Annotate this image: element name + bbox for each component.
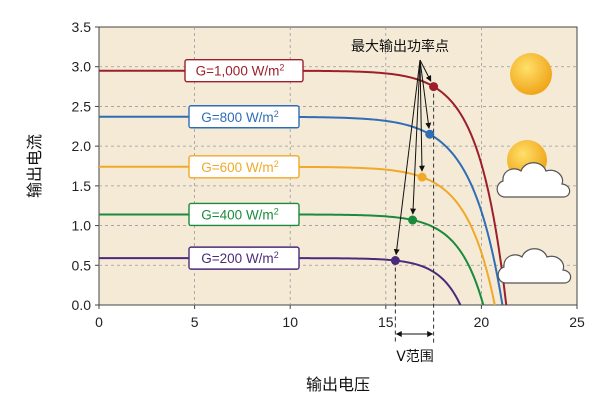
series-labels: G=1,000 W/m2G=800 W/m2G=600 W/m2G=400 W/… [184,58,304,270]
series-label-sup: 2 [274,159,279,169]
mpp-point [425,129,435,139]
mpp-arrow [419,59,432,129]
cloud-icon [497,248,572,284]
x-axis-title: 输出电压 [306,375,370,394]
mpp-arrows [393,59,432,256]
y-tick-label: 0.5 [72,257,92,273]
mpp-annotation: 最大输出功率点 [351,38,449,55]
axis-ticks: 0 5 10 15 20 25 0.0 0.5 1.0 1.5 2.0 2.5 3.0 3.5 [72,19,585,330]
y-tick-label: 2.5 [72,98,92,114]
series-label-main: G=1,000 W/m [196,64,280,79]
mpp-arrow [410,59,421,215]
x-tick-label: 0 [95,314,103,330]
x-tick-label: 10 [282,314,298,330]
y-tick-label: 2.0 [72,138,92,154]
v-range-label: V范围 [396,348,434,365]
mpp-points [390,82,439,266]
series-label-box [188,246,300,270]
series-line [99,115,504,306]
y-tick-label: 3.0 [72,59,92,75]
series-label-main: G=400 W/m [201,207,273,222]
y-tick-label: 1.5 [72,178,92,194]
sun-icon [510,53,552,95]
mpp-arrow [393,59,421,256]
mpp-arrow [418,59,425,172]
series-label: G=1,000 W/m2 [196,63,285,79]
x-tick-label: 15 [378,314,394,330]
y-tick-label: 1.0 [72,218,92,234]
v-range-guides [394,86,435,343]
series-label-sup: 2 [274,109,279,119]
mpp-arrow [419,59,432,82]
mpp-point [408,215,418,225]
mpp-point [417,172,427,182]
x-tick-label: 5 [191,314,199,330]
y-axis-title: 输出电流 [25,134,44,198]
series-label: G=600 W/m2 [201,159,278,175]
series-label-sup: 2 [274,206,279,216]
series-label-box [184,58,304,83]
mpp-point [429,82,439,92]
x-tick-label: 25 [569,314,585,330]
x-tick-label: 20 [474,314,490,330]
y-tick-label: 3.5 [72,19,92,35]
series-label: G=200 W/m2 [201,250,278,266]
series-label: G=800 W/m2 [201,109,278,125]
series-label-box [188,155,300,179]
series-label-main: G=600 W/m [201,160,273,175]
mpp-point [390,256,400,266]
series-label-main: G=200 W/m [201,251,273,266]
series-label-sup: 2 [279,63,284,73]
series-label-sup: 2 [274,250,279,260]
series-label-box [188,202,300,227]
series-label-box [188,105,300,129]
series-label: G=400 W/m2 [201,206,278,222]
sun-behind-cloud-icon [496,140,571,198]
series-label-main: G=800 W/m [201,110,273,125]
y-tick-label: 0.0 [72,297,92,313]
